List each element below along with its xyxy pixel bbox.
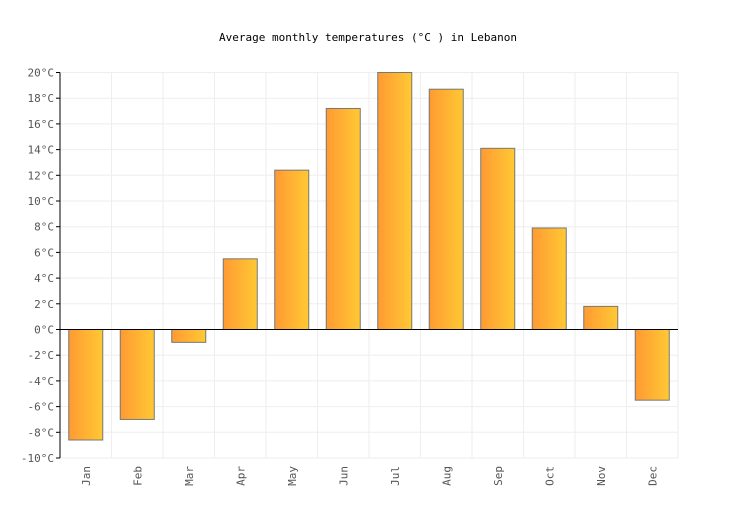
x-tick-label: Jul: [389, 466, 402, 486]
y-tick-label: 2°C: [34, 298, 54, 311]
x-tick-label: Dec: [646, 466, 659, 486]
bar-mar[interactable]: [171, 329, 207, 343]
y-tick-label: -10°C: [21, 452, 54, 465]
x-tick-label: Aug: [440, 466, 453, 486]
bar-jun[interactable]: [325, 107, 361, 331]
bar-dec[interactable]: [634, 329, 670, 401]
y-tick-label: -2°C: [28, 349, 55, 362]
chart-title: Average monthly temperatures (°C ) in Le…: [219, 31, 517, 44]
y-tick-label: 8°C: [34, 221, 54, 234]
bar-jan[interactable]: [68, 329, 104, 441]
bar-jul[interactable]: [377, 72, 413, 330]
y-tick-label: 14°C: [28, 144, 55, 157]
x-tick-label: Oct: [543, 466, 556, 486]
bar-aug[interactable]: [428, 88, 464, 330]
y-tick-label: 4°C: [34, 272, 54, 285]
y-tick-label: -4°C: [28, 375, 55, 388]
bar-may[interactable]: [274, 169, 310, 330]
x-tick-label: May: [286, 466, 299, 486]
y-tick-label: -6°C: [28, 401, 55, 414]
y-tick-label: -8°C: [28, 426, 55, 439]
x-tick-label: Apr: [234, 466, 247, 486]
y-tick-label: 12°C: [28, 169, 55, 182]
bar-sep[interactable]: [480, 147, 516, 330]
bar-feb[interactable]: [119, 329, 155, 420]
bar-nov[interactable]: [583, 305, 619, 330]
y-tick-label: 16°C: [28, 118, 55, 131]
y-tick-label: 6°C: [34, 246, 54, 259]
y-tick-label: 10°C: [28, 195, 55, 208]
y-tick-label: 18°C: [28, 92, 55, 105]
x-tick-label: Jan: [80, 466, 93, 486]
x-tick-label: Sep: [492, 466, 505, 486]
x-tick-label: Nov: [595, 466, 608, 486]
x-tick-label: Feb: [131, 466, 144, 486]
y-tick-label: 0°C: [34, 324, 54, 337]
x-tick-label: Mar: [183, 466, 196, 486]
bar-apr[interactable]: [222, 258, 258, 331]
x-tick-label: Jun: [337, 466, 350, 486]
y-tick-label: 20°C: [28, 67, 55, 80]
bar-oct[interactable]: [531, 227, 567, 330]
